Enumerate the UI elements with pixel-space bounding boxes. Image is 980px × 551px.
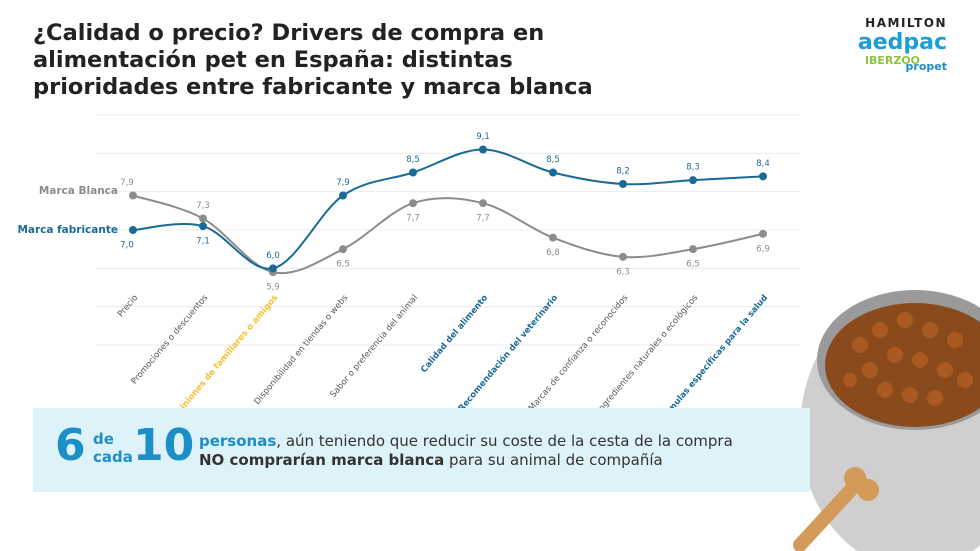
data-label: 6,8 <box>546 248 560 258</box>
data-point <box>339 191 347 200</box>
data-point <box>409 168 417 177</box>
banner-connector: de <box>93 430 114 448</box>
data-label: 7,9 <box>120 178 134 188</box>
banner-text: , aún teniendo que reducir su coste de l… <box>276 432 733 450</box>
data-point <box>199 222 207 231</box>
data-point <box>759 229 767 238</box>
bowl-illustration <box>793 290 980 551</box>
data-point <box>689 245 697 254</box>
banner-line: personas, aún teniendo que reducir su co… <box>199 432 733 450</box>
data-label: 7,7 <box>406 214 420 224</box>
data-label: 9,1 <box>476 132 490 142</box>
data-label: 8,5 <box>546 155 560 165</box>
data-label: 6,0 <box>266 251 280 261</box>
series-line <box>132 194 764 275</box>
banner-number: 10 <box>133 420 195 471</box>
data-point <box>479 199 487 208</box>
logo-hamilton: HAMILTON <box>865 16 947 30</box>
data-point <box>199 214 207 223</box>
data-point <box>339 245 347 254</box>
data-label: 7,3 <box>196 201 210 211</box>
data-label: 7,7 <box>476 214 490 224</box>
series-line <box>132 148 764 270</box>
banner-connector: cada <box>93 448 133 466</box>
data-point <box>269 264 277 273</box>
data-label: 8,5 <box>406 155 420 165</box>
banner-emphasis: personas <box>199 432 277 450</box>
data-point <box>759 172 767 181</box>
slide-title: ¿Calidad o precio? Drivers de compra en … <box>33 20 593 100</box>
logo-aedpac: aedpac <box>857 30 947 55</box>
data-point <box>129 191 137 200</box>
data-label: 7,1 <box>196 237 210 247</box>
banner-number: 6 <box>55 420 86 471</box>
banner-text: para su animal de compañía <box>444 451 663 469</box>
data-label: 7,9 <box>336 178 350 188</box>
data-point <box>549 168 557 177</box>
data-point <box>549 233 557 242</box>
data-label: 5,9 <box>266 283 280 293</box>
data-point <box>619 180 627 188</box>
data-point <box>129 226 137 234</box>
logo-propet: propet <box>905 60 947 73</box>
data-label: 6,9 <box>756 244 770 254</box>
data-label: 6,3 <box>616 267 630 277</box>
data-point <box>619 252 627 261</box>
data-label: 7,0 <box>120 241 134 251</box>
banner-line: NO comprarían marca blanca para su anima… <box>199 451 663 469</box>
legend-label: Marca Blanca <box>39 185 118 197</box>
data-label: 8,4 <box>756 159 770 169</box>
x-tick-label: Calidad del alimento <box>419 293 490 375</box>
banner-emphasis: NO comprarían marca blanca <box>199 451 445 469</box>
data-label: 6,5 <box>336 260 350 270</box>
data-label: 6,5 <box>686 260 700 270</box>
data-label: 8,2 <box>616 167 630 177</box>
legend-label: Marca fabricante <box>17 224 118 236</box>
x-tick-label: Sabor o preferencia del animal <box>328 293 420 400</box>
data-point <box>409 199 417 208</box>
x-tick-label: Fórmulas específicas para la salud <box>656 292 771 426</box>
banner: 6 de cada 10 personas, aún teniendo que … <box>33 408 810 492</box>
data-point <box>479 145 487 154</box>
data-point <box>689 176 697 185</box>
logo-iberzoo: IBERZOO <box>864 54 920 67</box>
data-label: 8,3 <box>686 163 700 173</box>
